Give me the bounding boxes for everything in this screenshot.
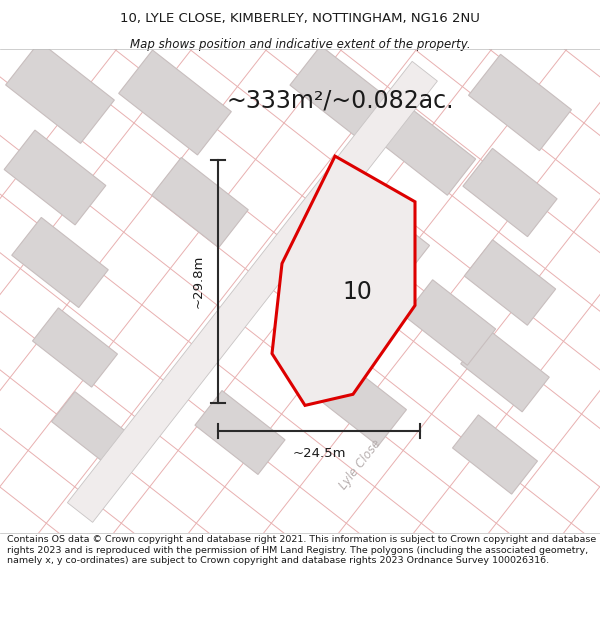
Polygon shape xyxy=(385,110,476,195)
Polygon shape xyxy=(52,392,128,463)
Text: Lyle Close: Lyle Close xyxy=(337,437,383,492)
Text: ~29.8m: ~29.8m xyxy=(191,254,205,308)
Text: Contains OS data © Crown copyright and database right 2021. This information is : Contains OS data © Crown copyright and d… xyxy=(7,535,596,565)
Text: 10, LYLE CLOSE, KIMBERLEY, NOTTINGHAM, NG16 2NU: 10, LYLE CLOSE, KIMBERLEY, NOTTINGHAM, N… xyxy=(120,12,480,25)
Text: ~333m²/~0.082ac.: ~333m²/~0.082ac. xyxy=(226,89,454,112)
Polygon shape xyxy=(32,308,118,387)
Polygon shape xyxy=(314,359,406,446)
Polygon shape xyxy=(469,54,571,151)
Polygon shape xyxy=(119,50,232,155)
Text: ~24.5m: ~24.5m xyxy=(292,448,346,460)
Polygon shape xyxy=(461,329,549,412)
Polygon shape xyxy=(280,174,430,321)
Polygon shape xyxy=(272,156,415,406)
Text: Map shows position and indicative extent of the property.: Map shows position and indicative extent… xyxy=(130,38,470,51)
Polygon shape xyxy=(4,130,106,225)
Polygon shape xyxy=(464,240,556,325)
Polygon shape xyxy=(67,61,437,522)
Polygon shape xyxy=(452,415,538,494)
Polygon shape xyxy=(290,46,390,139)
Text: 10: 10 xyxy=(343,280,373,304)
Polygon shape xyxy=(404,280,496,365)
Polygon shape xyxy=(463,148,557,237)
Polygon shape xyxy=(195,391,285,474)
Polygon shape xyxy=(5,42,115,143)
Polygon shape xyxy=(152,158,248,248)
Polygon shape xyxy=(12,217,108,308)
